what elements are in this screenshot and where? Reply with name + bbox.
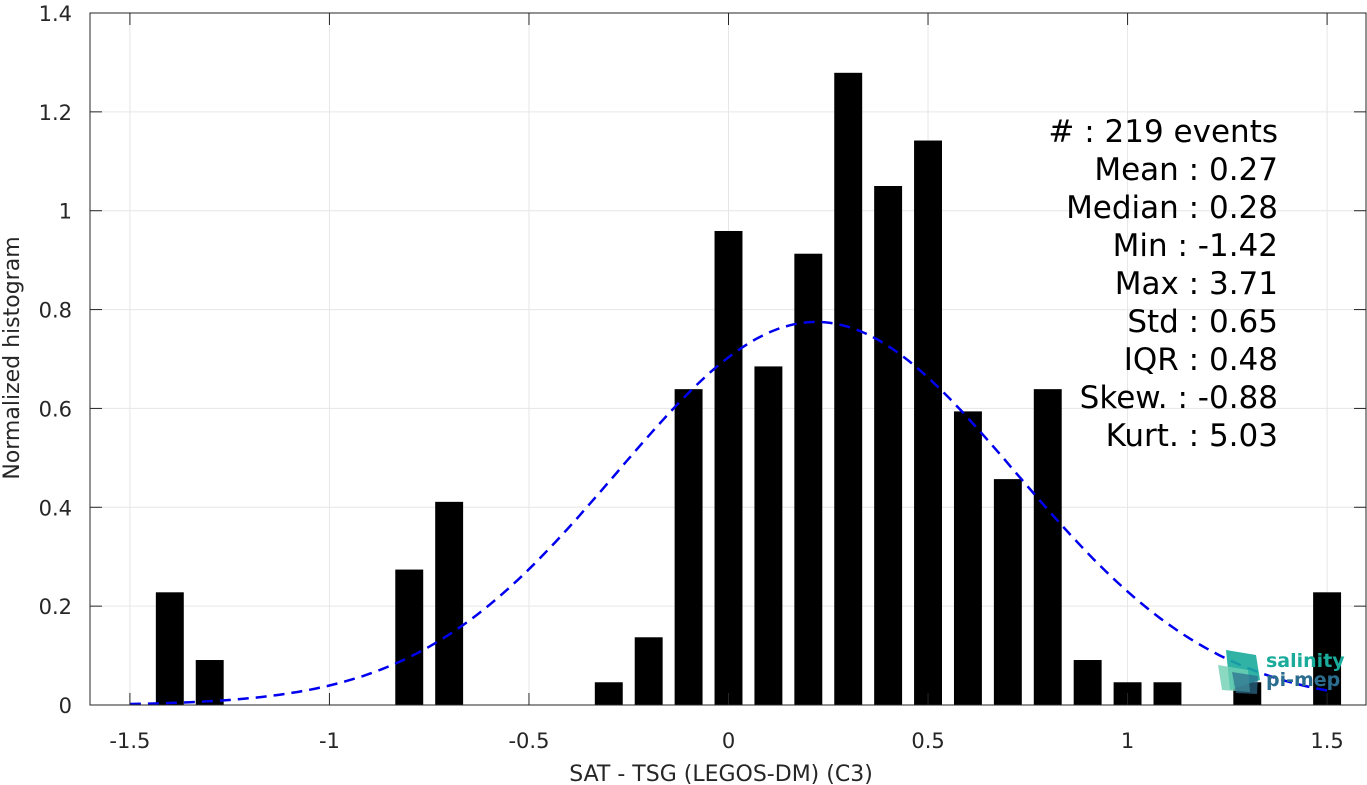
histogram-bar [1313,592,1342,705]
x-tick-label: -0.5 [508,729,549,753]
x-tick-label: 1 [1121,729,1134,753]
histogram-bar [594,682,623,705]
histogram-bar [435,501,464,705]
histogram-bar [1073,660,1102,705]
logo-text-salinity: salinity [1266,650,1345,672]
stat-line: Median : 0.28 [1066,190,1278,226]
y-tick-label: 1.4 [39,2,72,26]
stat-line: Min : -1.42 [1113,228,1278,264]
axes-box [89,12,1367,706]
gaussian-fit-curve [129,320,1328,706]
histogram-bar [794,253,823,705]
logo-mark-icon [1218,650,1260,694]
gaussian-fit-curve-group [129,320,1328,706]
y-tick-label: 0.6 [39,397,72,421]
histogram-bar [155,592,184,705]
histogram-bar [953,411,982,705]
y-tick-label: 1.2 [39,101,72,125]
stat-line: # : 219 events [1048,114,1278,150]
histogram-bar [674,389,703,705]
tick-labels: -1.5 -1 -0.5 0 0.5 1 1.5 0 0.2 0.4 0.6 0.8 1 1.2 1.4 [39,2,1344,753]
histogram-bar [634,637,663,705]
x-tick-label: -1.5 [109,729,150,753]
x-tick-label: 1.5 [1310,729,1343,753]
x-axis-label: SAT - TSG (LEGOS-DM) (C3) [569,762,873,785]
histogram-bar [1153,682,1182,705]
y-axis-label: Normalized histogram [0,236,25,479]
y-tick-label: 0.4 [39,496,72,520]
stat-line: Skew. : -0.88 [1080,380,1278,416]
salinity-pimep-logo: salinity pi-mep [1218,650,1345,694]
y-tick-label: 1 [59,200,72,224]
histogram-bar [1033,389,1062,705]
logo-text-pimep: pi-mep [1266,669,1340,691]
histogram-bar [914,140,942,706]
histogram-bar [754,366,783,705]
histogram-bar [714,230,743,706]
y-tick-label: 0.8 [39,299,72,323]
histogram-bar [395,569,424,705]
x-tick-label: -1 [319,729,340,753]
stat-line: Mean : 0.27 [1094,152,1278,188]
stat-line: Max : 3.71 [1115,266,1278,302]
x-tick-label: 0.5 [911,729,944,753]
histogram-bar [834,72,863,705]
stat-line: Kurt. : 5.03 [1106,418,1278,454]
histogram-bar [993,479,1022,705]
stat-line: Std : 0.65 [1127,304,1278,340]
histogram-bar [195,660,224,705]
grid-lines [90,12,1367,706]
y-tick-label: 0 [59,694,72,718]
histogram-bars [155,72,1342,706]
stat-line: IQR : 0.48 [1124,342,1278,378]
x-tick-label: 0 [722,729,735,753]
histogram-bar [874,186,903,705]
y-tick-label: 0.2 [39,595,72,619]
